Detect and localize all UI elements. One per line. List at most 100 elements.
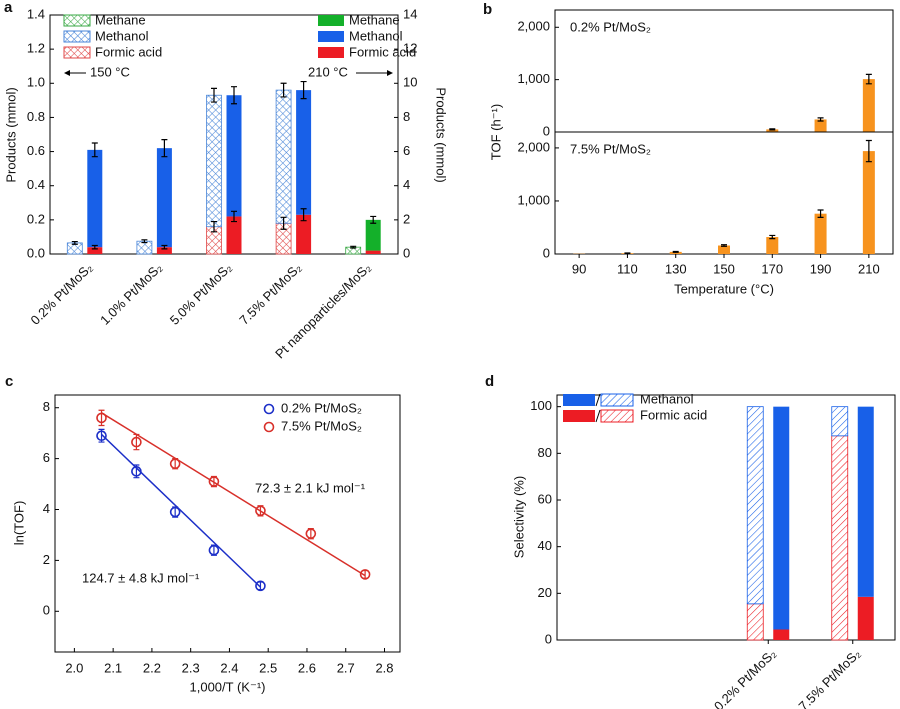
bar: [365, 219, 381, 251]
legend-swatch: [63, 46, 91, 59]
y-tick-label: 60: [538, 491, 552, 506]
error-bar: [211, 220, 217, 233]
legend-label: Formic acid: [349, 44, 416, 59]
y-tick-label: 8: [403, 109, 410, 124]
legend-marker: [263, 403, 275, 415]
panel-label: 7.5% Pt/MoS₂: [570, 141, 651, 156]
bar: [226, 95, 242, 217]
bar: [206, 94, 222, 228]
x-tick-label: 90: [572, 261, 586, 276]
error-bar: [280, 216, 287, 230]
arrow-head: [387, 70, 393, 76]
x-tick-label: 150: [713, 261, 735, 276]
legend-label: Methane: [95, 12, 146, 27]
error-bar: [280, 82, 287, 98]
panel-letter: d: [485, 373, 494, 390]
y-tick-label: 6: [403, 143, 410, 158]
x-tick-label: 7.5% Pt/MoS₂: [236, 260, 304, 328]
error-bar: [231, 86, 237, 105]
error-bar: [172, 506, 179, 518]
error-bar: [672, 250, 679, 253]
bar: [746, 406, 764, 605]
y-tick-label: 6: [43, 450, 50, 465]
y-tick-label: 2,000: [517, 19, 550, 34]
y-tick-label: 20: [538, 585, 552, 600]
error-bar: [300, 80, 307, 100]
y-tick-label: 80: [538, 445, 552, 460]
annotation: 210 °C: [308, 64, 348, 79]
bar: [862, 151, 875, 254]
error-bar: [133, 433, 140, 451]
panel-letter: b: [483, 1, 492, 18]
error-bar: [817, 117, 824, 122]
error-bar: [624, 252, 631, 255]
x-tick-label: 190: [810, 261, 832, 276]
error-bar: [865, 139, 872, 163]
panel-letter: c: [5, 373, 13, 390]
bar: [773, 406, 790, 630]
bar: [862, 79, 875, 132]
x-tick-label: 1.0% Pt/MoS₂: [97, 260, 165, 328]
x-tick-label: 2.4: [220, 660, 238, 675]
y-tick-label: 0: [545, 631, 552, 646]
legend-swatch: [563, 410, 595, 422]
x-tick-label: 2.1: [104, 660, 122, 675]
y-tick-label: 10: [403, 75, 417, 90]
y-tick-label: 0: [403, 245, 410, 260]
legend-swatch: [318, 31, 344, 42]
error-bar: [257, 581, 264, 591]
error-bar: [172, 458, 179, 470]
x-tick-label: 170: [761, 261, 783, 276]
x-tick-label: 2.2: [143, 660, 161, 675]
bar: [226, 216, 242, 254]
y-tick-label: 1.4: [27, 6, 45, 21]
error-bar: [721, 244, 727, 247]
bar: [718, 245, 730, 254]
bar: [365, 250, 381, 254]
legend-slash: [595, 393, 601, 407]
legend-label: Methane: [349, 12, 400, 27]
axis-title: TOF (h⁻¹): [488, 104, 503, 160]
bar: [773, 629, 790, 640]
legend-marker: [263, 421, 275, 433]
x-tick-label: 2.0: [65, 660, 83, 675]
bar: [275, 89, 292, 224]
y-tick-label: 4: [43, 501, 50, 516]
error-bar: [91, 142, 98, 158]
error-bar: [370, 215, 377, 224]
bar: [156, 148, 172, 248]
bar: [814, 213, 827, 254]
error-bar: [98, 428, 105, 443]
error-bar: [210, 475, 217, 488]
error-bar: [769, 234, 776, 240]
error-bar: [161, 139, 168, 158]
y-tick-label: 0.2: [27, 211, 45, 226]
error-bar: [257, 505, 264, 517]
x-tick-label: 2.7: [337, 660, 355, 675]
legend-swatch: [318, 47, 344, 58]
y-tick-label: 2,000: [517, 139, 550, 154]
legend-swatch: [563, 394, 595, 406]
y-tick-label: 100: [530, 398, 552, 413]
bar: [857, 596, 874, 640]
fit-line: [101, 412, 366, 577]
bar: [296, 214, 312, 254]
error-bar: [161, 244, 168, 250]
bar: [669, 251, 682, 254]
legend-swatch: [600, 409, 634, 423]
y-tick-label: 4: [403, 177, 410, 192]
x-tick-label: 0.2% Pt/MoS₂: [711, 646, 779, 709]
bar: [746, 603, 764, 641]
y-tick-label: 0.8: [27, 109, 45, 124]
legend-label: Methanol: [349, 28, 403, 43]
panel-label: 0.2% Pt/MoS₂: [570, 19, 651, 34]
bar: [831, 406, 849, 437]
legend-swatch: [318, 15, 344, 26]
axis-title: ln(TOF): [11, 501, 26, 546]
error-bar: [211, 87, 217, 103]
x-tick-label: 2.3: [182, 660, 200, 675]
error-bar: [350, 245, 357, 249]
error-bar: [362, 569, 369, 579]
